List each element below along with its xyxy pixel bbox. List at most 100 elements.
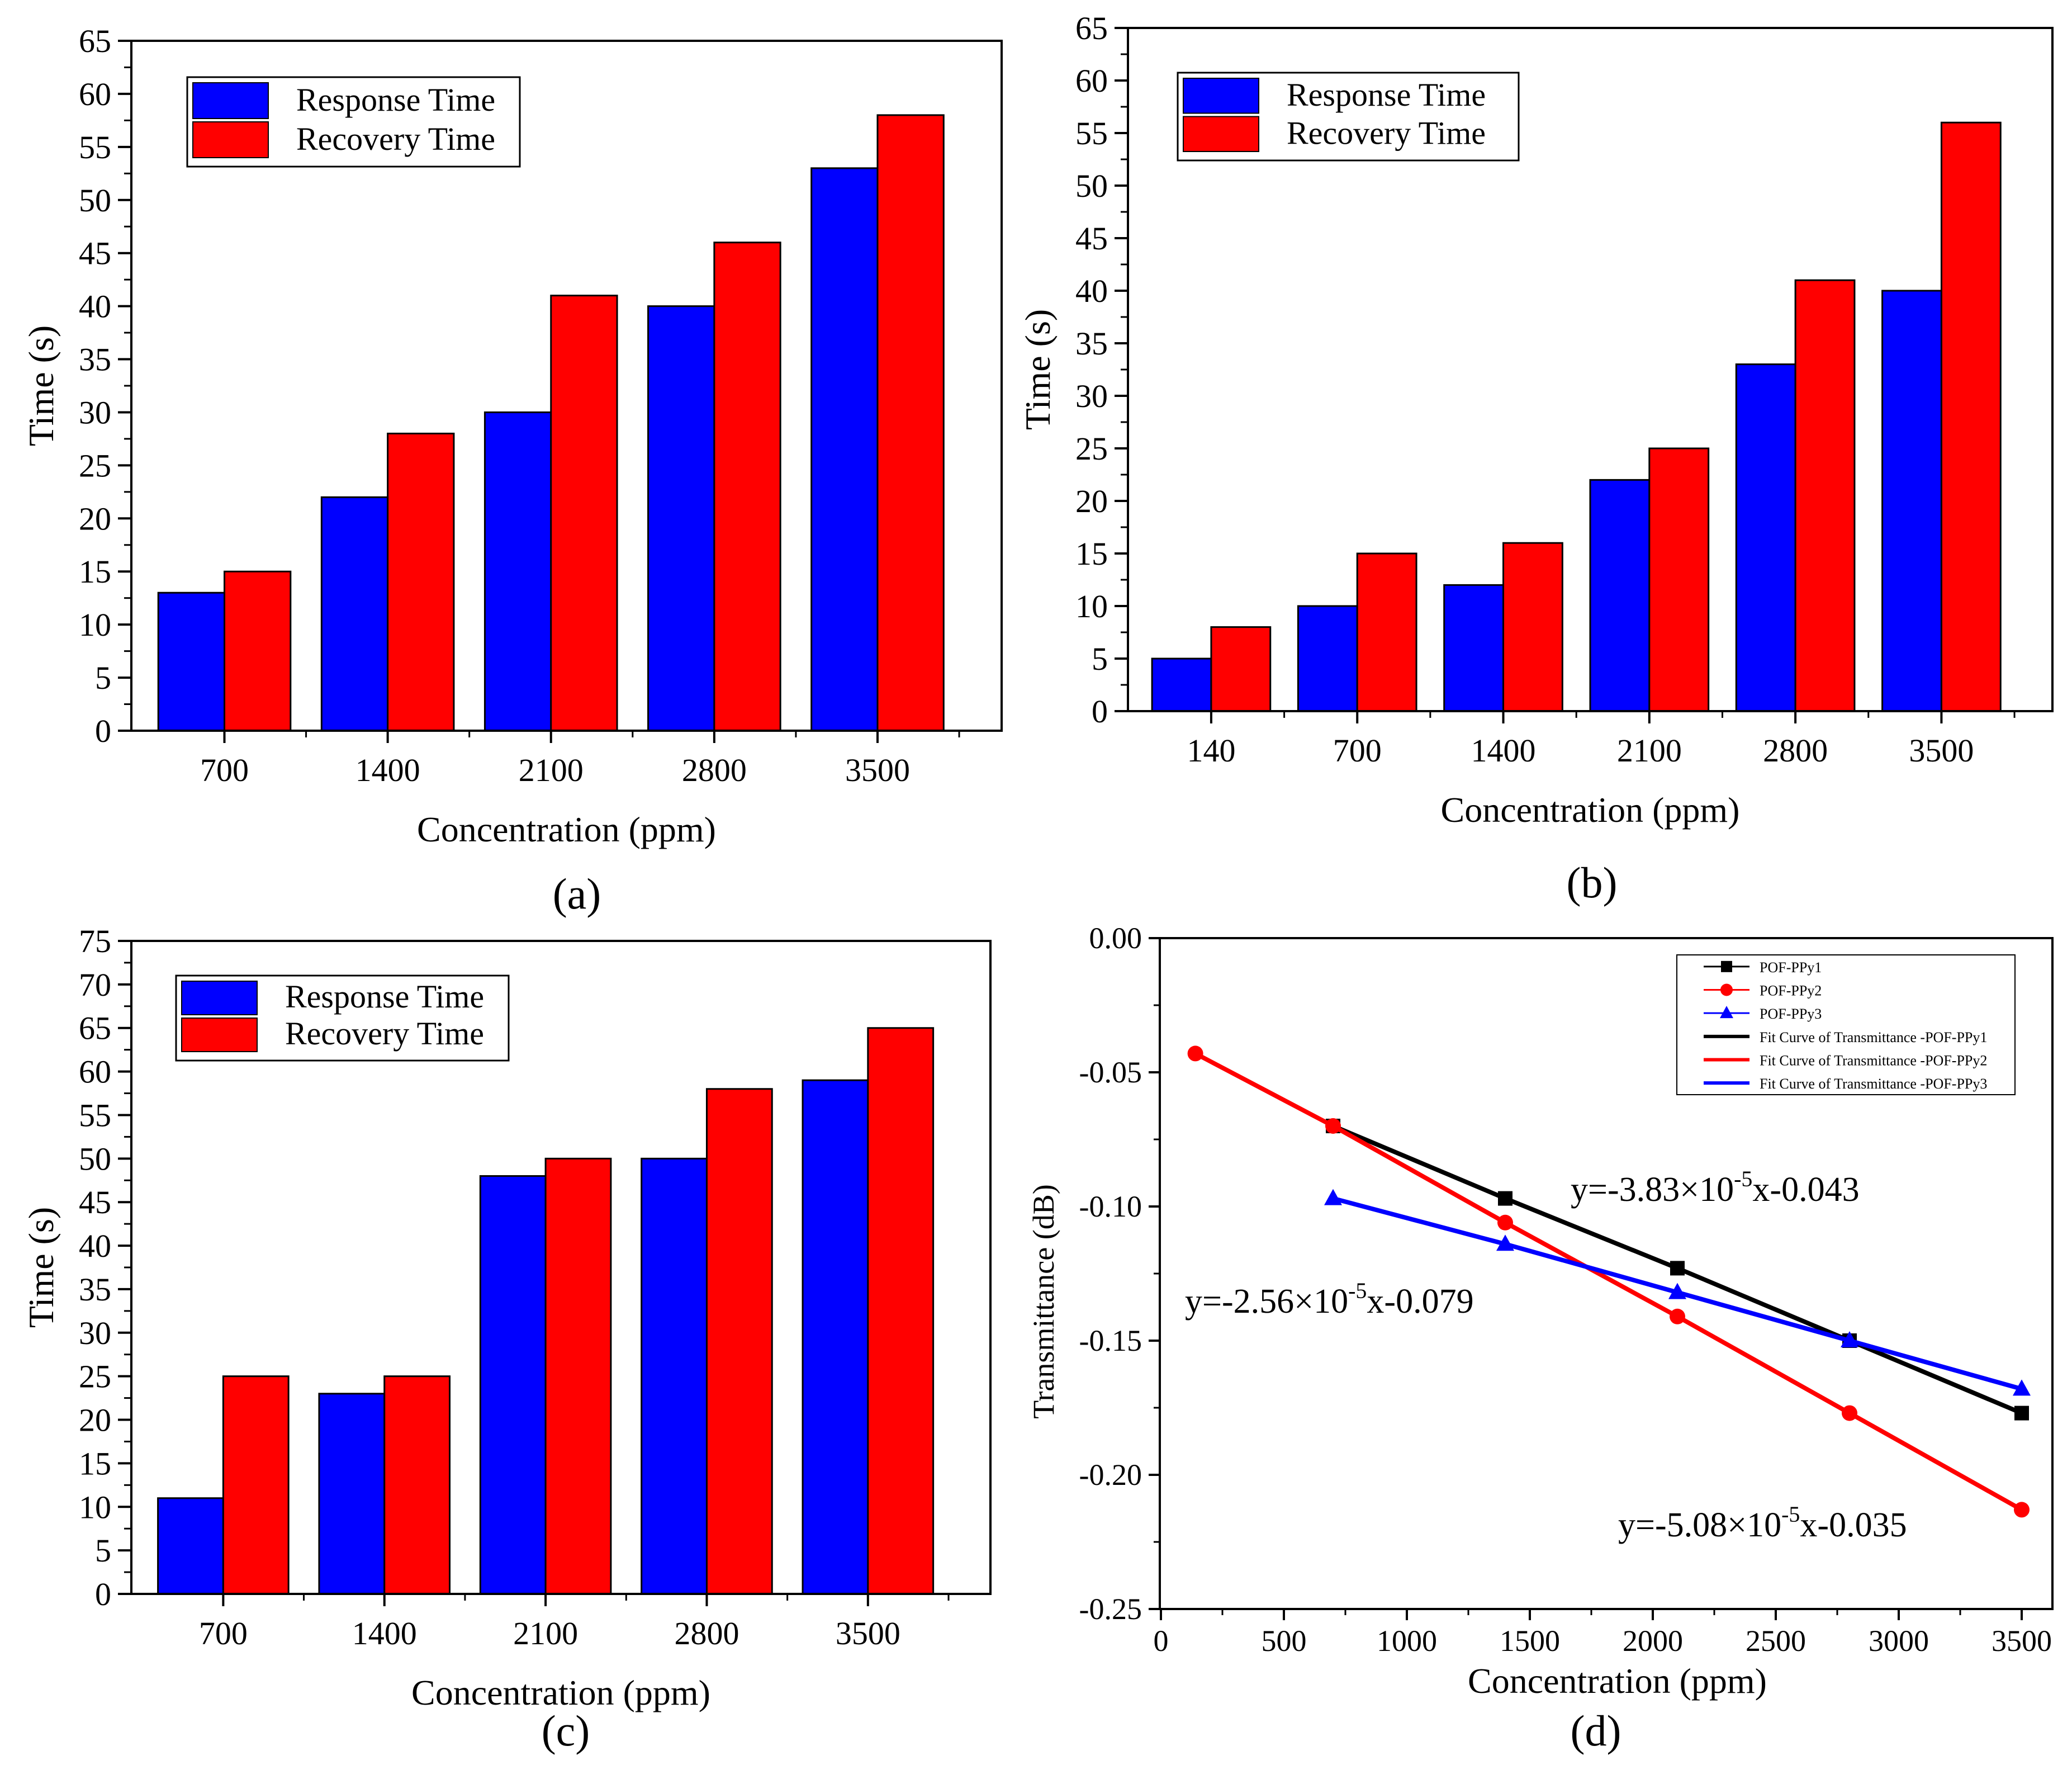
y-tick-label: 0: [95, 713, 111, 749]
y-tick-label: -0.20: [1079, 1458, 1142, 1492]
legend-swatch-recovery-time: [1183, 116, 1259, 152]
legend-swatch-recovery-time: [192, 121, 269, 158]
marker-pof-ppy3-1400: [1496, 1234, 1514, 1251]
fit-equation-tail: x-0.043: [1752, 1171, 1859, 1209]
marker-pof-ppy3-2100: [1668, 1283, 1686, 1299]
legend-label: POF-PPy2: [1760, 983, 1822, 999]
bar-recovery-time-700: [224, 570, 292, 732]
fit-equation-times: ×: [1727, 1506, 1747, 1544]
panel-caption: (c): [542, 1706, 590, 1755]
y-tick-label: 55: [1075, 115, 1108, 152]
y-tick-label: 65: [1075, 10, 1108, 46]
y-tick-label: 0: [95, 1576, 111, 1612]
marker-pof-ppy1-2100: [1670, 1261, 1685, 1276]
bar-response-time-3500: [810, 167, 879, 732]
legend-label: POF-PPy1: [1760, 959, 1822, 976]
bar-response-time-2800: [641, 1157, 708, 1595]
fit-equation-times: ×: [1294, 1283, 1314, 1321]
fit-equation-coef: y=-3.83: [1571, 1171, 1680, 1209]
bar-response-time-2100: [479, 1175, 547, 1595]
bar-response-time-3500: [802, 1079, 869, 1595]
x-tick-label: 1500: [1500, 1624, 1560, 1658]
y-axis-title: Transmittance (dB): [1027, 1184, 1060, 1418]
legend-swatch-response-time: [1183, 78, 1259, 114]
bar-recovery-time-3500: [876, 114, 945, 732]
x-tick-label: 2500: [1746, 1624, 1806, 1658]
y-tick-label: 20: [79, 1402, 111, 1438]
marker-pof-ppy2-700: [1325, 1118, 1341, 1134]
fit-equation-mant: 10: [1747, 1506, 1781, 1544]
x-tick-label: 2800: [674, 1615, 739, 1651]
y-tick-label: 40: [79, 288, 111, 325]
marker-pof-ppy3-700: [1324, 1189, 1342, 1205]
y-axis-title: Time (s): [21, 1207, 61, 1328]
legend-label: Response Time: [296, 82, 495, 118]
y-tick-label: -0.15: [1079, 1324, 1142, 1357]
plot-frame: [130, 940, 992, 1595]
marker-pof-ppy3-3500: [2013, 1379, 2031, 1396]
bar-recovery-time-2100: [544, 1157, 612, 1595]
x-tick-label: 1400: [352, 1615, 417, 1651]
x-tick-label: 1000: [1377, 1624, 1437, 1658]
y-tick-label: 45: [1075, 220, 1108, 257]
plot-frame: [130, 40, 1003, 732]
marker-pof-ppy2-140: [1187, 1045, 1203, 1062]
fit-equation-mant: 10: [1699, 1171, 1734, 1209]
y-tick-label: 25: [79, 1359, 111, 1395]
bar-response-time-2800: [647, 305, 715, 732]
bar-recovery-time-2800: [713, 242, 781, 732]
bar-recovery-time-140: [1210, 626, 1272, 712]
y-axis-title: Time (s): [1018, 309, 1058, 430]
fit-equation-coef: y=-2.56: [1185, 1283, 1294, 1321]
y-tick-label: 35: [79, 342, 111, 378]
x-axis-title: Concentration (ppm): [1441, 790, 1740, 830]
y-tick-label: 55: [79, 1097, 111, 1133]
marker-pof-ppy2-2100: [1670, 1308, 1685, 1324]
legend-label: Recovery Time: [1287, 115, 1486, 151]
bar-response-time-1400: [1443, 584, 1505, 712]
y-tick-label: 40: [1075, 273, 1108, 309]
y-tick-label: 60: [1075, 63, 1108, 99]
y-tick-label: 10: [79, 607, 111, 643]
bar-recovery-time-3500: [1940, 121, 2002, 712]
y-tick-label: 70: [79, 967, 111, 1003]
fit-equation-mant: 10: [1314, 1283, 1348, 1321]
legend-marker-triangle: [1720, 1006, 1733, 1019]
bar-recovery-time-700: [222, 1375, 290, 1595]
panel-caption: (d): [1571, 1706, 1621, 1755]
y-tick-label: 0.00: [1089, 921, 1142, 955]
bar-response-time-2800: [1735, 363, 1796, 712]
bar-response-time-2100: [483, 411, 552, 732]
legend-marker-square: [1721, 960, 1732, 972]
y-tick-label: -0.05: [1079, 1056, 1142, 1089]
y-tick-label: 5: [95, 660, 111, 696]
legend-label: Recovery Time: [296, 121, 495, 157]
y-tick-label: 30: [79, 394, 111, 430]
legend-swatch-response-time: [192, 82, 269, 119]
y-tick-label: 25: [1075, 430, 1108, 467]
bar-response-time-140: [1151, 657, 1212, 712]
y-tick-label: -0.10: [1079, 1190, 1142, 1223]
bar-recovery-time-2800: [1794, 279, 1856, 712]
y-tick-label: 5: [1092, 641, 1108, 677]
bar-recovery-time-2100: [550, 295, 618, 732]
y-tick-label: 10: [79, 1489, 111, 1525]
bar-recovery-time-2100: [1648, 447, 1710, 712]
y-tick-label: 50: [1075, 168, 1108, 204]
y-axis-title: Time (s): [21, 325, 61, 446]
y-tick-label: 10: [1075, 588, 1108, 624]
x-axis-title: Concentration (ppm): [411, 1673, 710, 1712]
panel-b-bar-chart: 0 5 10 15 20 25 30 35 40 45 50 55 60 65 140 700 1400 2100…: [1018, 10, 2054, 907]
x-tick-label: 3500: [1909, 732, 1974, 769]
panel-caption: (b): [1567, 858, 1618, 907]
plot-frame: [1127, 27, 2054, 712]
y-tick-label: 35: [1075, 325, 1108, 362]
marker-pof-ppy2-3500: [2014, 1502, 2030, 1518]
marker-pof-ppy1-3500: [2014, 1406, 2029, 1421]
bar-response-time-700: [157, 591, 226, 732]
fit-equation-times: ×: [1680, 1171, 1699, 1209]
y-tick-label: 0: [1092, 693, 1108, 730]
y-tick-label: 30: [79, 1315, 111, 1351]
x-tick-label: 700: [199, 1615, 248, 1651]
